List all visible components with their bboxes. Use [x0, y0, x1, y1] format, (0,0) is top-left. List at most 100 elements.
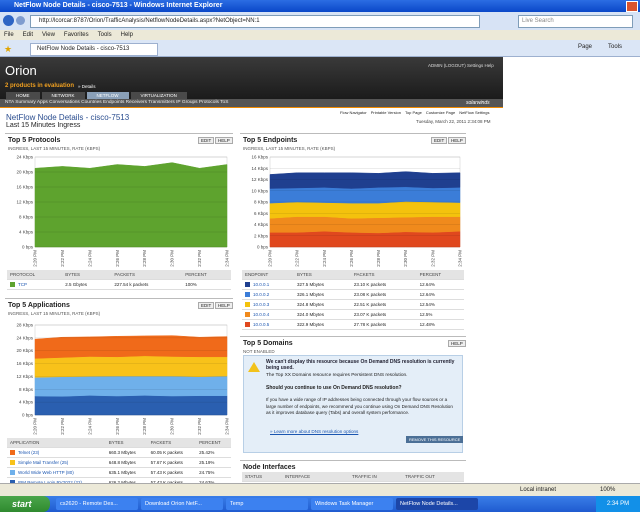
edit-button[interactable]: EDIT: [431, 137, 448, 144]
cell: 322.9 Mbytes: [294, 319, 351, 330]
browser-tab[interactable]: NetFlow Node Details - cisco-7513: [30, 43, 158, 56]
name-cell: TCP: [7, 279, 63, 290]
page-link[interactable]: Printable Version: [370, 110, 401, 115]
clock: 2:34 PM: [596, 496, 640, 512]
body-text: If you have a wide range of IP addresses…: [266, 397, 453, 415]
task-item[interactable]: NetFlow Node Details...: [396, 498, 478, 510]
color-swatch: [10, 450, 15, 456]
nav-tab[interactable]: NETWORK: [41, 92, 85, 99]
name[interactable]: World Wide Web HTTP (80): [18, 469, 74, 475]
eval-link[interactable]: » Details: [78, 84, 96, 89]
name[interactable]: 10.0.0.1: [253, 281, 270, 287]
user-links[interactable]: ADMIN (LOGOUT) Settings Help: [428, 63, 494, 68]
x-tick-label: 2:24 PM: [322, 250, 327, 267]
task-item[interactable]: Temp: [226, 498, 308, 510]
name[interactable]: 10.0.0.4: [253, 311, 270, 317]
address-bar[interactable]: http://lcorcar:8787/Orion/TrafficAnalysi…: [30, 15, 480, 28]
nav-tab[interactable]: NETFLOW: [86, 92, 129, 99]
cell: 24.75%: [196, 467, 231, 478]
name[interactable]: TCP: [18, 281, 27, 287]
cell: 23.07 K packets: [350, 309, 417, 320]
remove-button[interactable]: REMOVE THIS RESOURCE: [406, 436, 464, 443]
page-link[interactable]: Flow Navigator: [340, 110, 367, 115]
name-cell: 10.0.0.5: [242, 319, 295, 330]
help-button[interactable]: HELP: [215, 302, 233, 309]
task-list: cs2620 - Remote Des... Download Orion Net…: [56, 498, 478, 510]
y-tick-label: 16 Kbps: [16, 185, 33, 190]
menu-item[interactable]: Help: [120, 32, 133, 38]
help-button[interactable]: HELP: [448, 340, 466, 347]
sub-nav-links[interactable]: NTA Summary Apps Conversations Countries…: [5, 100, 229, 105]
close-button[interactable]: [626, 1, 638, 12]
tools-menu[interactable]: Tools: [608, 44, 623, 50]
menu-item[interactable]: File: [4, 32, 14, 38]
menu-item[interactable]: View: [42, 32, 55, 38]
table: APPLICATION BYTES PACKETS PERCENT Telnet (23…: [7, 438, 231, 488]
column-header: PACKETS: [111, 270, 183, 280]
zoom[interactable]: 100%: [600, 487, 616, 493]
page-link[interactable]: Top Page: [404, 110, 422, 115]
y-tick-label: 28 Kbps: [16, 323, 33, 328]
sub-nav: NTA Summary Apps Conversations Countries…: [0, 99, 503, 108]
y-tick-label: 0 bps: [257, 245, 269, 250]
x-tick-label: 2:30 PM: [170, 418, 175, 435]
area: [34, 355, 228, 378]
cell: 227.54 k packets: [111, 279, 183, 290]
x-tick-label: 2:26 PM: [115, 418, 120, 435]
cell: 23.10 K packets: [350, 279, 417, 290]
help-button[interactable]: HELP: [215, 137, 233, 144]
name-cell: Telnet (23): [7, 447, 106, 458]
column-header: INTERFACE: [281, 472, 349, 482]
x-tick-label: 2:34 PM: [458, 250, 463, 267]
protocols-panel: Top 5 Protocols INGRESS, LAST 15 MINUTES…: [5, 133, 233, 294]
task-item[interactable]: Download Orion NetF...: [141, 498, 223, 510]
orion-header: Orion 2 products in evaluation » Details…: [0, 57, 503, 99]
area: [269, 201, 461, 219]
column-header: BYTES: [105, 438, 148, 448]
page-link[interactable]: Customize Page: [425, 110, 456, 115]
y-tick-label: 8 Kbps: [254, 200, 269, 205]
name-cell: 10.0.0.4: [242, 309, 295, 320]
table: ENDPOINT BYTES PACKETS PERCENT 10.0.0.1 327.5…: [242, 270, 464, 330]
y-tick-label: 20 Kbps: [16, 348, 33, 353]
panel-caption: INGRESS, LAST 15 MINUTES, RATE (KBPS): [8, 146, 101, 151]
menu-item[interactable]: Tools: [97, 32, 112, 38]
menu-item[interactable]: Edit: [22, 32, 34, 38]
forward-button[interactable]: [16, 16, 25, 25]
name[interactable]: Simple Mail Transfer (25): [18, 459, 69, 465]
chart: 0 bps 4 Kbps 8 Kbps 12 Kbps 16 Kbps 20 Kbps 24…: [16, 323, 229, 435]
page-link[interactable]: NetFlow Settings: [459, 110, 490, 115]
name[interactable]: 10.0.0.3: [253, 301, 270, 307]
cell: 326.1 Mbytes: [294, 289, 351, 300]
menu-item[interactable]: Favorites: [63, 32, 89, 38]
y-tick-label: 20 Kbps: [16, 170, 33, 175]
chart: 0 bps 4 Kbps 8 Kbps 12 Kbps 16 Kbps 20 Kbps 24…: [16, 155, 229, 267]
name[interactable]: 10.0.0.2: [253, 291, 270, 297]
back-button[interactable]: [3, 15, 14, 26]
cell: 57.67 K packets: [147, 457, 197, 468]
name[interactable]: 10.0.0.5: [253, 321, 270, 327]
logo: Orion: [5, 63, 37, 78]
panel-title: Top 5 Endpoints: [243, 137, 298, 144]
y-tick-label: 24 Kbps: [16, 335, 33, 340]
task-item[interactable]: cs2620 - Remote Des...: [56, 498, 138, 510]
column-header: TRAFFIC IN: [348, 472, 403, 482]
help-button[interactable]: HELP: [448, 137, 466, 144]
y-tick-label: 8 Kbps: [19, 387, 34, 392]
name[interactable]: Telnet (23): [18, 449, 40, 455]
cell: 12.64%: [416, 279, 464, 290]
column-header: PERCENT: [196, 438, 231, 448]
nav-tab[interactable]: HOME: [6, 92, 40, 99]
edit-button[interactable]: EDIT: [198, 302, 215, 309]
search-box[interactable]: Live Search: [518, 15, 633, 28]
nav-tab[interactable]: VIRTUALIZATION: [130, 92, 187, 99]
start-button[interactable]: start: [0, 496, 50, 512]
name[interactable]: IBM Remote Login RV2022 (22): [18, 480, 82, 485]
edit-button[interactable]: EDIT: [198, 137, 215, 144]
learn-more-link[interactable]: » Learn more about DNS resolution option…: [270, 429, 359, 434]
cell: 23.08 K packets: [350, 289, 417, 300]
favorites-star[interactable]: ★: [4, 44, 13, 54]
page-menu[interactable]: Page: [578, 44, 593, 50]
task-item[interactable]: Windows Task Manager: [311, 498, 393, 510]
